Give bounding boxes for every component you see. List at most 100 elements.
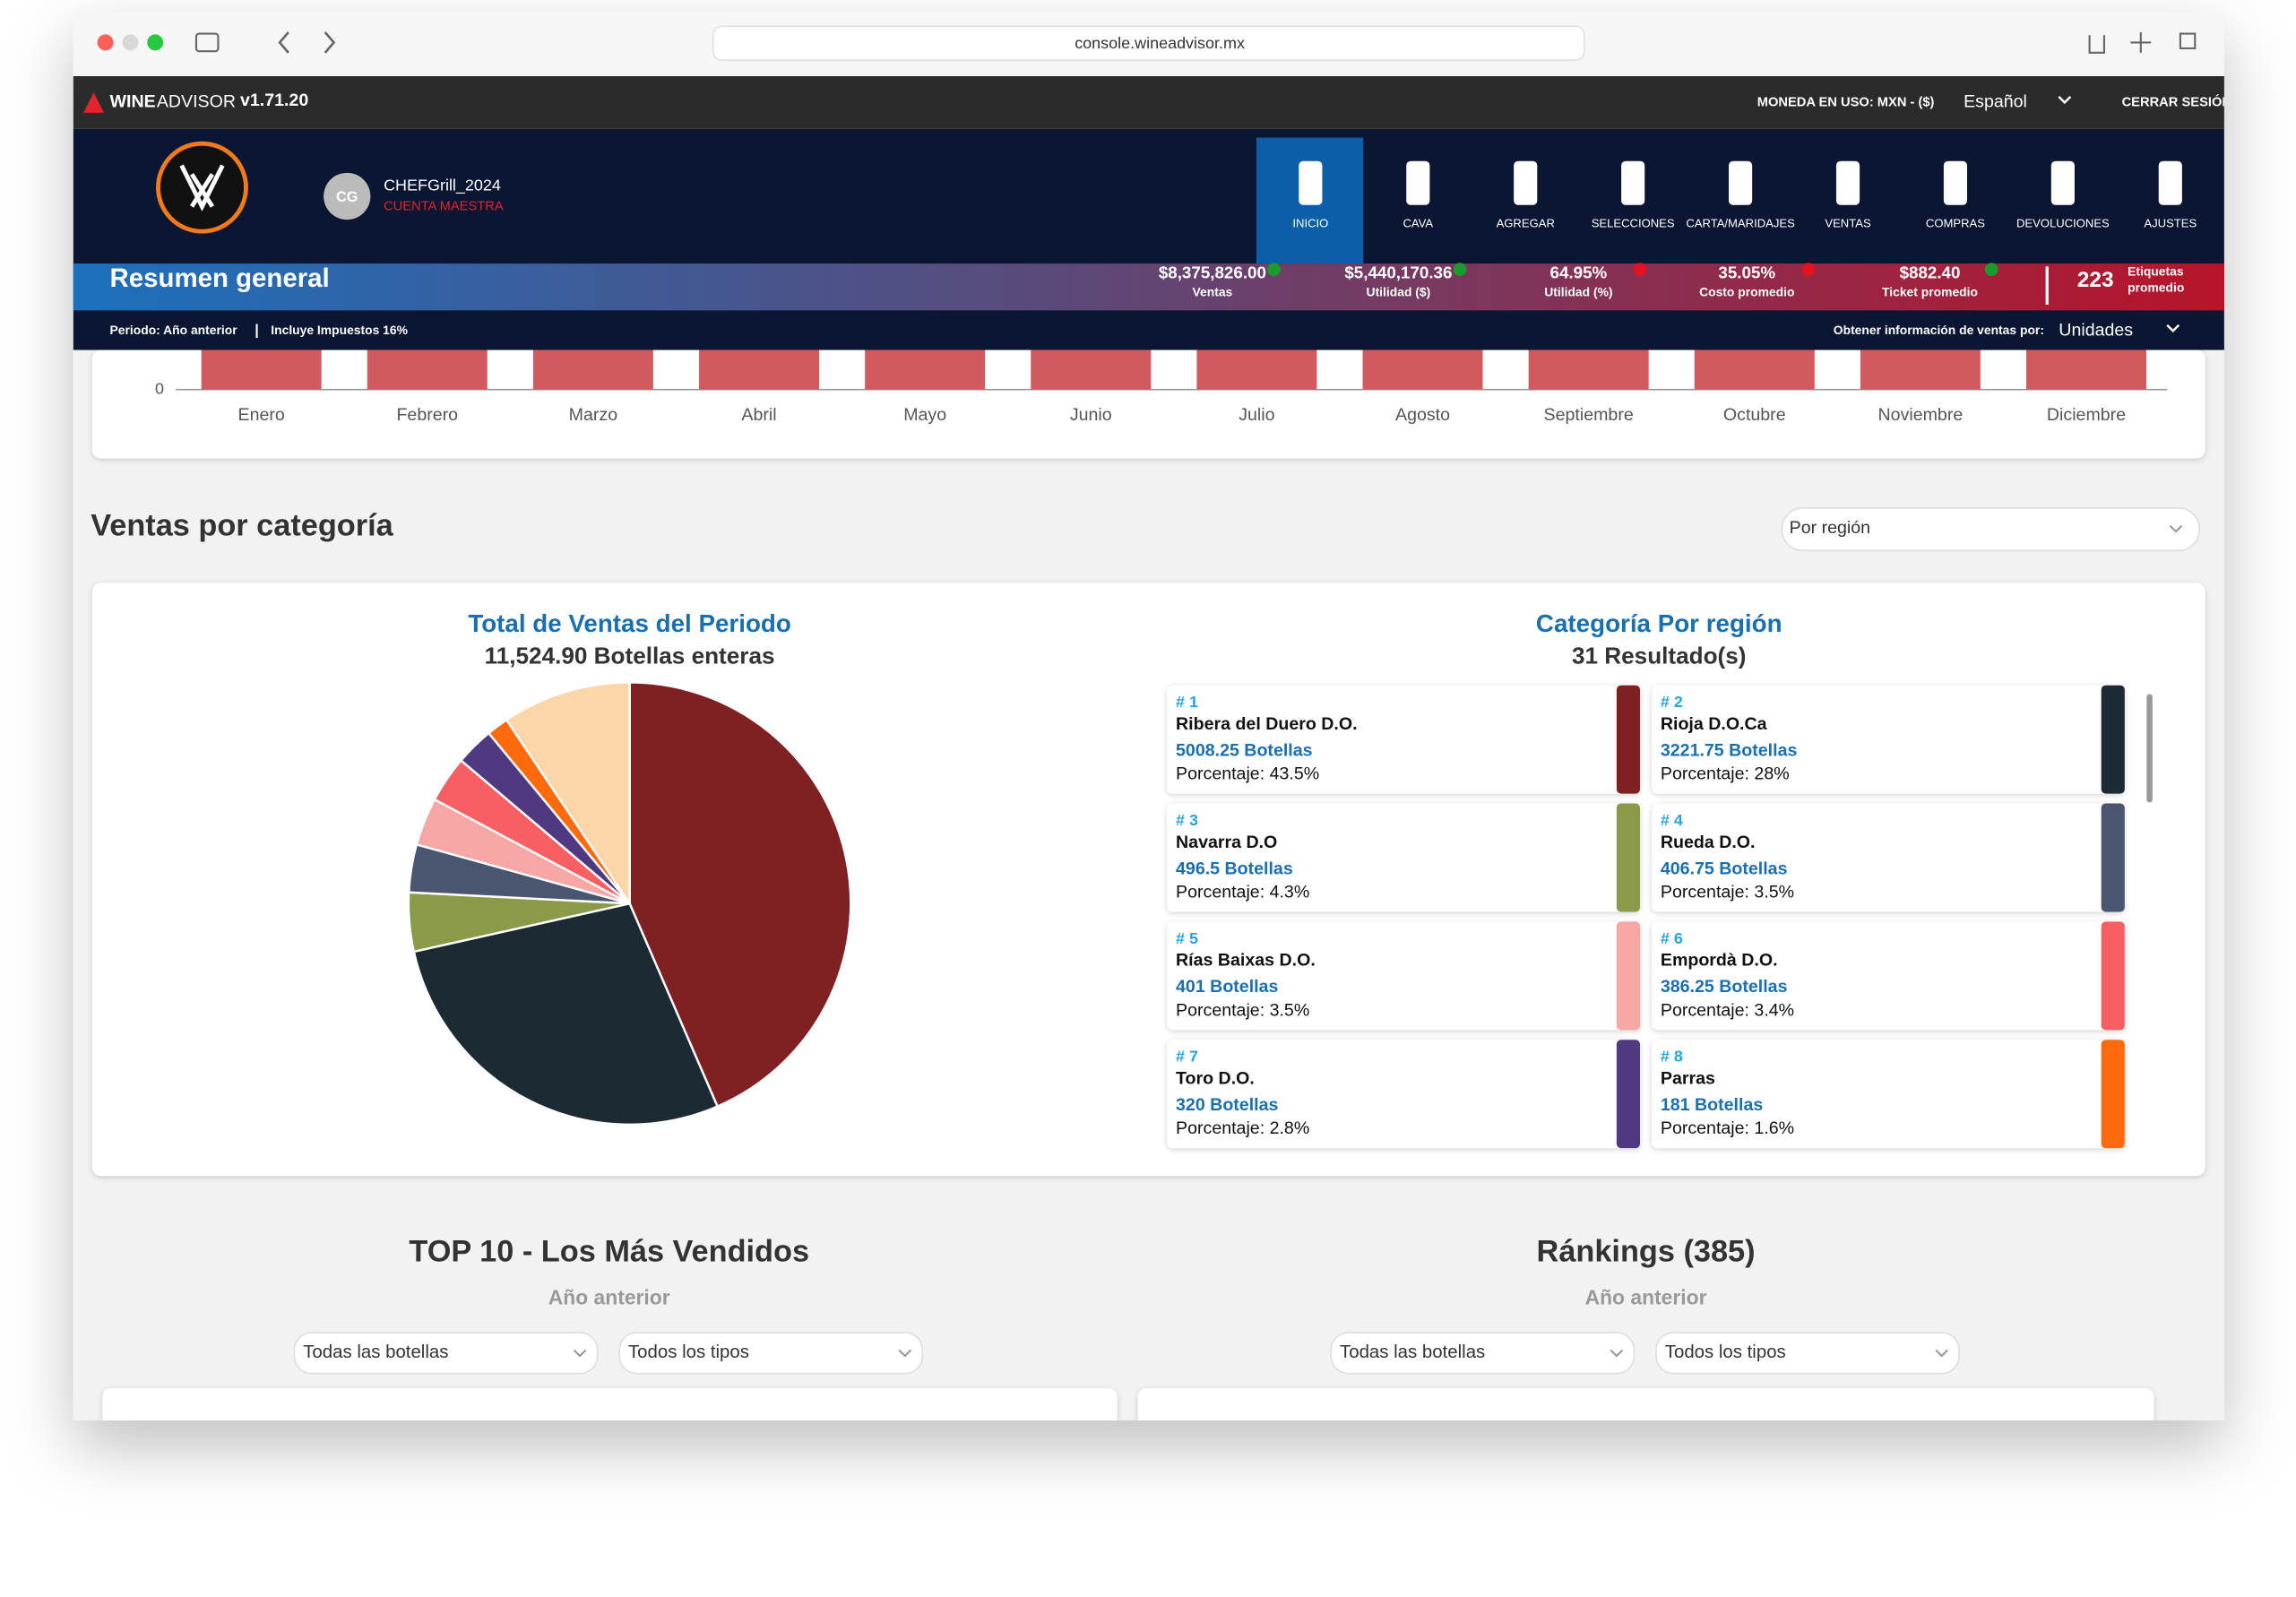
filter-select[interactable] xyxy=(618,1332,924,1375)
stat-value: $5,440,170.36 xyxy=(1344,263,1452,282)
zoom-button[interactable] xyxy=(147,34,164,51)
nav-icon[interactable] xyxy=(1514,160,1538,205)
url-bar[interactable] xyxy=(712,25,1585,61)
browser-actions[interactable] xyxy=(2088,31,2197,54)
close-button[interactable] xyxy=(97,34,114,51)
nav-icon[interactable] xyxy=(2050,160,2075,205)
separator: | xyxy=(255,323,259,339)
nav-item: COMPRAS xyxy=(1926,216,1985,229)
region-bottles: 406.75 Botellas xyxy=(1661,859,1788,878)
user-name: CHEFGrill_2024 xyxy=(384,176,501,194)
select-arrow xyxy=(1935,1349,1948,1358)
version: v1.71.20 xyxy=(240,91,308,110)
nav-icon[interactable] xyxy=(1729,160,1753,205)
x-tick-label: Junio xyxy=(1070,405,1112,425)
labels-count: 223 xyxy=(2077,268,2114,292)
section-title: TOP 10 - Los Más Vendidos xyxy=(409,1235,809,1269)
month-bar xyxy=(699,350,820,390)
period: Periodo: Año anterior xyxy=(110,323,238,337)
header xyxy=(73,128,2224,264)
nav-icon[interactable] xyxy=(1621,160,1645,205)
x-tick-label: Enero xyxy=(238,405,285,425)
region-rank: # 5 xyxy=(1176,929,1198,947)
region-card xyxy=(1652,921,2125,1031)
nav-icon[interactable] xyxy=(1835,160,1860,205)
region-card xyxy=(1652,1040,2125,1149)
region-color xyxy=(2101,1040,2125,1149)
nav-icon[interactable] xyxy=(1943,160,1968,205)
region-rank: # 4 xyxy=(1661,811,1683,829)
nav-icon[interactable] xyxy=(1299,160,1323,205)
nav-icon[interactable] xyxy=(2158,160,2182,205)
nav-item: INICIO xyxy=(1292,216,1328,229)
month-bar xyxy=(1528,350,1649,390)
category-select[interactable] xyxy=(1781,507,2200,552)
region-card xyxy=(1652,803,2125,912)
summary-bar-fill xyxy=(73,263,2224,311)
month-bar xyxy=(201,350,322,390)
x-tick-label: Marzo xyxy=(569,405,618,425)
labels-text: Etiquetas xyxy=(2128,264,2184,279)
region-card xyxy=(1167,921,1640,1031)
nav-item: VENTAS xyxy=(1825,216,1871,229)
nav-icon[interactable] xyxy=(1406,160,1430,205)
select-arrow xyxy=(1610,1349,1624,1358)
nav-arrows[interactable] xyxy=(278,31,336,54)
pie-slice xyxy=(628,681,852,1109)
region-bottles: 401 Botellas xyxy=(1176,977,1278,997)
stat-value: $882.40 xyxy=(1900,263,1961,282)
month-bar xyxy=(1860,350,1981,390)
region-rank: # 6 xyxy=(1661,929,1683,947)
region-percent: Porcentaje: 28% xyxy=(1661,764,1790,784)
region-percent: Porcentaje: 43.5% xyxy=(1176,764,1319,784)
stat-label: Ticket promedio xyxy=(1882,284,1978,298)
by-label: Obtener información de ventas por: xyxy=(1834,323,2044,337)
scrollbar xyxy=(2146,694,2153,803)
x-tick-label: Agosto xyxy=(1395,405,1450,425)
region-rank: # 1 xyxy=(1176,693,1198,711)
user-role: CUENTA MAESTRA xyxy=(384,199,504,213)
select-arrow xyxy=(2169,524,2183,533)
stat-label: Costo promedio xyxy=(1699,284,1794,298)
month-bar xyxy=(2026,350,2147,390)
window-content: console.wineadvisor.mx WINE ADVISOR v1.71.… xyxy=(73,12,2231,1420)
y-tick-label: 0 xyxy=(155,379,164,397)
labels-text: promedio xyxy=(2128,281,2184,295)
x-tick-label: Diciembre xyxy=(2047,405,2126,425)
nav-item: AGREGAR xyxy=(1497,216,1555,229)
pie-remainder xyxy=(505,681,631,908)
filter-select[interactable] xyxy=(293,1332,599,1375)
logout: CERRAR SESIÓN xyxy=(2122,93,2231,109)
region-color xyxy=(2101,685,2125,794)
region-card xyxy=(1167,1040,1640,1149)
stat-label: Utilidad ($) xyxy=(1367,284,1431,298)
month-bar xyxy=(865,350,986,390)
filter-select[interactable] xyxy=(1655,1332,1961,1375)
stat-indicator xyxy=(1801,263,1816,277)
region-name: Ribera del Duero D.O. xyxy=(1176,714,1358,734)
brand: WINE xyxy=(110,92,156,112)
month-bar xyxy=(1694,350,1815,390)
region-card xyxy=(1652,685,2125,794)
sidebar-button[interactable] xyxy=(194,32,220,53)
region-rank: # 2 xyxy=(1661,693,1683,711)
select-arrow xyxy=(573,1349,587,1358)
stat-value: $8,375,826.00 xyxy=(1159,263,1266,282)
region-color xyxy=(1616,803,1640,912)
stat-label: Ventas xyxy=(1193,284,1233,298)
region-name: Empordà D.O. xyxy=(1661,951,1778,971)
language[interactable]: Español xyxy=(1964,92,2027,112)
x-tick-label: Febrero xyxy=(396,405,458,425)
x-tick-label: Abril xyxy=(741,405,776,425)
section-subtitle: Año anterior xyxy=(1585,1285,1707,1308)
stat-indicator xyxy=(1267,263,1281,277)
region-bottles: 3221.75 Botellas xyxy=(1661,740,1798,760)
minimize-button[interactable] xyxy=(122,34,139,51)
rankings-card xyxy=(1137,1387,2154,1420)
region-bottles: 320 Botellas xyxy=(1176,1095,1278,1115)
by-value[interactable]: Unidades xyxy=(2059,320,2133,340)
filter-select[interactable] xyxy=(1330,1332,1636,1375)
